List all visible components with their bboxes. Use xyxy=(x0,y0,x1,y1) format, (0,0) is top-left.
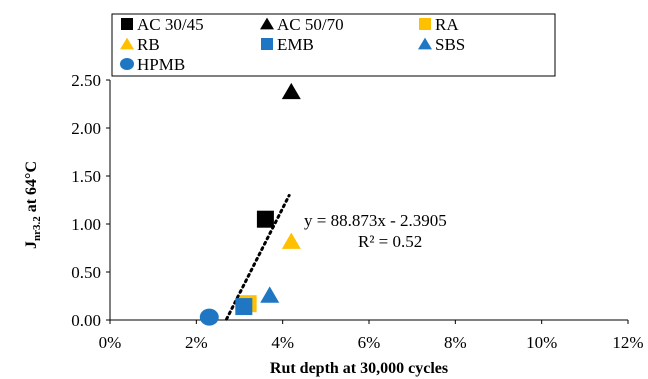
y-tick-label: 2.50 xyxy=(71,71,101,90)
x-tick-label: 4% xyxy=(271,333,294,352)
legend-label: RB xyxy=(137,35,160,54)
y-tick-label: 2.00 xyxy=(71,119,101,138)
y-tick-label: 0.50 xyxy=(71,263,101,282)
legend-label: RA xyxy=(435,15,459,34)
legend-label: AC 30/45 xyxy=(137,15,204,34)
trendline: y = 88.873x - 2.3905 R² = 0.52 xyxy=(225,193,447,321)
legend-marker xyxy=(120,37,134,50)
legend-marker xyxy=(260,17,274,30)
trendline-equation: y = 88.873x - 2.3905 xyxy=(304,211,447,230)
point-ac-50-70 xyxy=(281,82,301,100)
point-hpmb xyxy=(199,308,219,326)
legend-marker xyxy=(418,37,432,50)
x-tick-label: 6% xyxy=(358,333,381,352)
y-tick-label: 1.50 xyxy=(71,167,101,186)
legend-label: HPMB xyxy=(137,55,185,74)
legend: AC 30/45 AC 50/70 RA RB EMB SBS HPMB xyxy=(111,13,556,77)
y-tick-label: 1.00 xyxy=(71,215,101,234)
legend-label: AC 50/70 xyxy=(277,15,344,34)
x-tick-label: 8% xyxy=(444,333,467,352)
legend-box xyxy=(111,13,556,77)
point-sbs xyxy=(260,286,280,303)
legend-label: SBS xyxy=(435,35,465,54)
legend-marker xyxy=(261,38,273,50)
legend-marker xyxy=(419,18,431,30)
x-tick-label: 10% xyxy=(526,333,557,352)
x-axis-title: Rut depth at 30,000 cycles xyxy=(270,360,448,377)
point-ac-30-45 xyxy=(256,210,274,228)
legend-marker xyxy=(121,18,133,30)
x-tick-label: 2% xyxy=(185,333,208,352)
plot-axes: 0% 2% 4% 6% 8% 10% 12% 0.00 0.50 1.00 1.50 2.00 2.50 xyxy=(71,71,643,352)
point-rb xyxy=(281,232,301,249)
data-points xyxy=(199,82,301,326)
axis-labels: Rut depth at 30,000 cycles Jnr3.2 at 64°C xyxy=(23,161,448,377)
y-tick-label: 0.00 xyxy=(71,311,101,330)
point-emb xyxy=(235,298,253,316)
x-tick-label: 0% xyxy=(99,333,122,352)
legend-marker xyxy=(120,58,134,70)
x-tick-label: 12% xyxy=(612,333,643,352)
trendline-r2: R² = 0.52 xyxy=(358,232,422,251)
y-axis-title: Jnr3.2 at 64°C xyxy=(23,161,43,249)
legend-label: EMB xyxy=(277,35,314,54)
